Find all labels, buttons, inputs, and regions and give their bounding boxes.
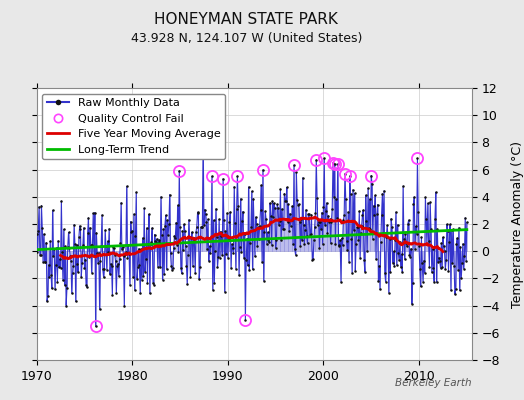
Legend: Raw Monthly Data, Quality Control Fail, Five Year Moving Average, Long-Term Tren: Raw Monthly Data, Quality Control Fail, …: [42, 94, 225, 159]
Y-axis label: Temperature Anomaly (°C): Temperature Anomaly (°C): [511, 140, 524, 308]
Text: HONEYMAN STATE PARK: HONEYMAN STATE PARK: [155, 12, 338, 27]
Text: Berkeley Earth: Berkeley Earth: [395, 378, 472, 388]
Text: 43.928 N, 124.107 W (United States): 43.928 N, 124.107 W (United States): [130, 32, 362, 45]
